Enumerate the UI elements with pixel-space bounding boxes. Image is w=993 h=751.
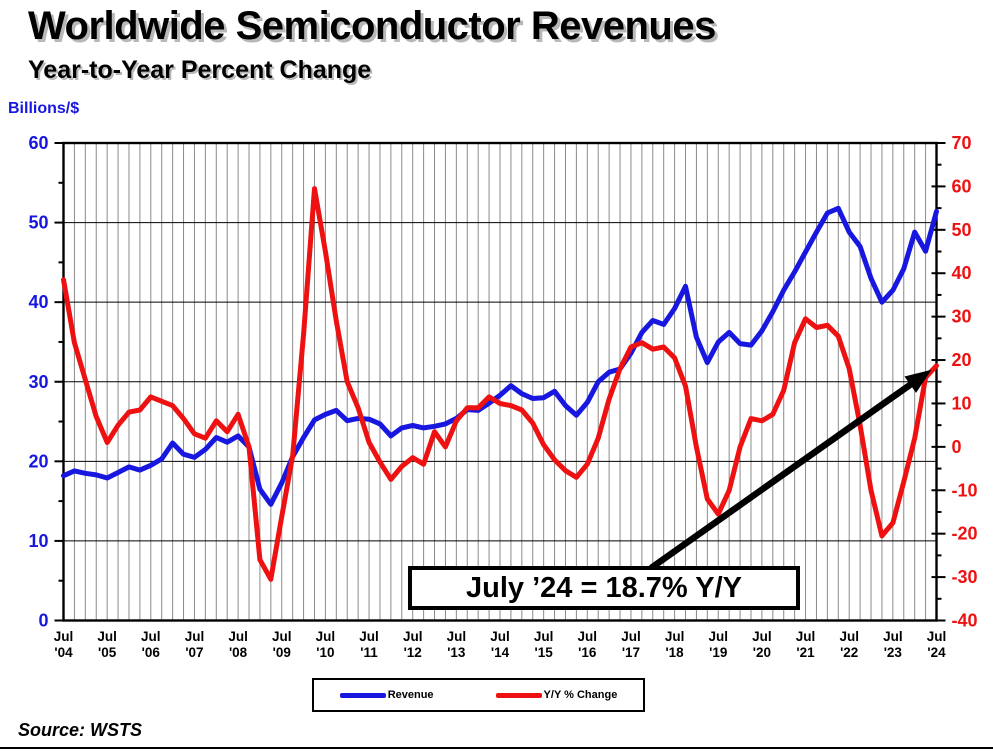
x-axis-year-label: '08	[229, 645, 248, 660]
left-axis-tick-label: 50	[28, 213, 48, 233]
x-axis-month-label: Jul	[578, 629, 598, 644]
legend-item-yoy: Y/Y % Change	[495, 689, 618, 701]
bottom-divider	[0, 747, 993, 749]
x-axis-month-label: Jul	[490, 629, 510, 644]
x-axis-month-label: Jul	[752, 629, 772, 644]
right-axis-tick-label: 20	[952, 350, 972, 370]
x-axis-year-label: '20	[753, 645, 771, 660]
right-axis-tick-label: 0	[952, 437, 962, 457]
legend: Revenue Y/Y % Change	[312, 678, 645, 712]
x-axis-year-label: '22	[840, 645, 858, 660]
legend-label-revenue: Revenue	[387, 689, 434, 701]
x-axis-month-label: Jul	[228, 629, 248, 644]
right-axis-tick-label: -40	[952, 611, 978, 631]
left-axis-tick-label: 10	[28, 531, 48, 551]
x-axis-month-label: Jul	[359, 629, 379, 644]
annotation-text: July ’24 = 18.7% Y/Y	[466, 571, 742, 604]
left-axis: 0 10 20 30 40 50 60	[28, 133, 64, 631]
annotation-arrow	[649, 369, 932, 571]
x-axis-year-label: '13	[447, 645, 466, 660]
x-axis-month-label: Jul	[534, 629, 554, 644]
right-axis-tick-label: 10	[952, 393, 972, 413]
legend-item-revenue: Revenue	[339, 689, 434, 701]
right-axis-tick-label: 50	[952, 220, 972, 240]
yoy-line-swatch	[495, 692, 542, 698]
yoy-change-series-line	[61, 186, 939, 582]
right-axis-tick-label: 30	[952, 307, 972, 327]
left-axis-tick-label: 20	[28, 451, 48, 471]
page-subtitle: Year-to-Year Percent Change	[28, 56, 372, 84]
x-axis-month-label: Jul	[185, 629, 205, 644]
left-axis-tick-label: 60	[28, 133, 48, 153]
x-axis-month-label: Jul	[403, 629, 423, 644]
revenue-line-swatch	[339, 692, 386, 698]
x-axis-year-label: '14	[491, 645, 510, 660]
x-axis-year-label: '05	[98, 645, 117, 660]
revenue-series-line	[61, 205, 939, 507]
x-axis-year-label: '19	[709, 645, 727, 660]
x-axis-year-label: '04	[54, 645, 73, 660]
x-axis-month-label: Jul	[54, 629, 74, 644]
legend-label-yoy: Y/Y % Change	[543, 689, 618, 701]
right-axis-tick-label: -30	[952, 567, 978, 587]
right-axis-tick-label: 60	[952, 176, 972, 196]
x-axis-month-label: Jul	[839, 629, 859, 644]
x-axis-month-label: Jul	[796, 629, 816, 644]
right-axis-tick-label: 70	[952, 133, 972, 153]
x-axis-year-label: '17	[622, 645, 640, 660]
page-title: Worldwide Semiconductor Revenues	[28, 4, 716, 48]
right-axis-tick-label: 40	[952, 263, 972, 283]
x-axis-labels: Jul'04Jul'05Jul'06Jul'07Jul'08Jul'09Jul'…	[54, 629, 947, 660]
x-axis-month-label: Jul	[708, 629, 728, 644]
x-axis-month-label: Jul	[447, 629, 467, 644]
annotation-callout: July ’24 = 18.7% Y/Y	[408, 566, 800, 610]
left-axis-tick-label: 0	[38, 611, 48, 631]
horizontal-gridlines	[63, 222, 937, 542]
x-axis-year-label: '21	[796, 645, 815, 660]
arrow-head	[904, 369, 932, 393]
x-axis-year-label: '18	[665, 645, 684, 660]
x-axis-month-label: Jul	[272, 629, 292, 644]
right-axis-tick-label: -20	[952, 524, 978, 544]
x-axis-year-label: '23	[884, 645, 903, 660]
right-axis: -40 -30 -20 -10 0 10 20 30 40 50 60 70	[931, 133, 978, 631]
x-axis-year-label: '06	[142, 645, 161, 660]
right-axis-tick-label: -10	[952, 480, 978, 500]
x-axis-month-label: Jul	[927, 629, 947, 644]
x-axis-year-label: '10	[316, 645, 334, 660]
x-axis-year-label: '07	[185, 645, 203, 660]
left-axis-units-label: Billions/$	[8, 100, 80, 117]
source-credit: Source: WSTS	[18, 720, 143, 740]
x-axis-year-label: '11	[360, 645, 378, 660]
x-axis-month-label: Jul	[883, 629, 903, 644]
x-axis-month-label: Jul	[97, 629, 117, 644]
x-axis-month-label: Jul	[316, 629, 336, 644]
x-axis-year-label: '09	[273, 645, 291, 660]
x-axis-year-label: '12	[404, 645, 422, 660]
x-axis-year-label: '16	[578, 645, 597, 660]
left-axis-tick-label: 40	[28, 292, 48, 312]
x-axis-month-label: Jul	[621, 629, 641, 644]
left-axis-tick-label: 30	[28, 372, 48, 392]
x-axis-year-label: '15	[535, 645, 554, 660]
x-axis-month-label: Jul	[141, 629, 161, 644]
x-axis-month-label: Jul	[665, 629, 685, 644]
x-axis-year-label: '24	[927, 645, 946, 660]
